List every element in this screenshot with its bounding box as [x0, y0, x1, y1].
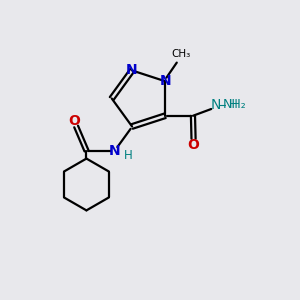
Text: H: H [229, 98, 238, 111]
Text: N: N [109, 144, 120, 158]
Text: N: N [160, 74, 171, 88]
Text: N: N [210, 98, 221, 112]
Text: CH₃: CH₃ [172, 49, 191, 59]
Text: H: H [124, 148, 133, 161]
Text: N: N [126, 64, 137, 77]
Text: NH₂: NH₂ [222, 98, 246, 111]
Text: O: O [69, 114, 81, 128]
Text: O: O [188, 138, 200, 152]
